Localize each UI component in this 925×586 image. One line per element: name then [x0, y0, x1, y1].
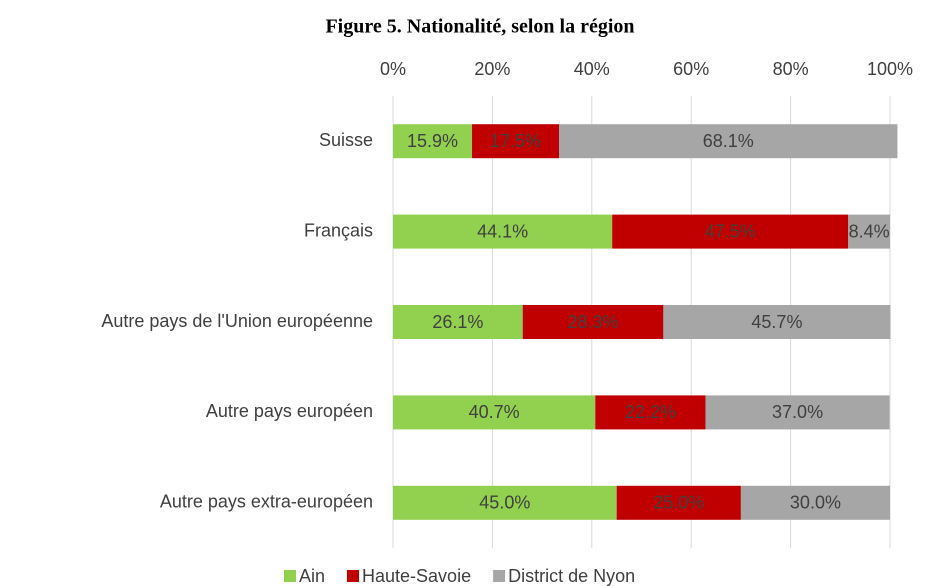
x-tick-label: 40%	[574, 59, 610, 79]
data-label: 26.1%	[432, 312, 483, 332]
bar-segment	[740, 485, 890, 520]
data-label: 25.0%	[653, 493, 704, 513]
y-tick-label: Autre pays extra-européen	[160, 492, 373, 512]
data-label: 40.7%	[469, 402, 520, 422]
y-tick-label: Suisse	[319, 130, 373, 150]
x-tick-label: 80%	[773, 59, 809, 79]
legend-swatch	[493, 570, 506, 582]
data-label: 8.4%	[849, 221, 890, 241]
data-label: 30.0%	[790, 493, 841, 513]
bar-segment	[393, 124, 473, 159]
data-label: 44.1%	[477, 221, 528, 241]
x-tick-label: 20%	[474, 59, 510, 79]
bar-segment	[393, 305, 523, 339]
bar-segment	[595, 395, 706, 430]
bar-segment	[705, 395, 890, 430]
legend-label: District de Nyon	[508, 566, 635, 586]
bar-segment	[663, 305, 891, 339]
bar-segment	[522, 305, 664, 339]
data-label: 47.5%	[705, 221, 756, 241]
data-label: 37.0%	[772, 402, 823, 422]
bar-segment	[848, 214, 890, 249]
x-tick-label: 60%	[673, 59, 709, 79]
data-label: 17.5%	[490, 131, 541, 151]
y-tick-label: Français	[304, 220, 373, 240]
y-tick-label: Autre pays de l'Union européenne	[101, 311, 373, 331]
bar-segment	[558, 124, 898, 159]
data-label: 28.3%	[568, 312, 619, 332]
data-label: 68.1%	[703, 131, 754, 151]
chart-title: Figure 5. Nationalité, selon la région	[325, 16, 634, 38]
bar-segment	[472, 124, 559, 159]
bar-segment	[393, 485, 617, 520]
legend-label: Ain	[299, 566, 325, 586]
legend-swatch	[347, 570, 360, 582]
data-label: 45.7%	[751, 312, 802, 332]
bar-segment	[393, 395, 596, 430]
x-tick-label: 0%	[380, 59, 406, 79]
data-label: 15.9%	[407, 131, 458, 151]
legend-swatch	[284, 570, 296, 582]
legend-label: Haute-Savoie	[362, 566, 471, 586]
data-label: 45.0%	[479, 493, 530, 513]
bar-segment	[393, 214, 613, 249]
y-tick-label: Autre pays européen	[206, 401, 373, 421]
bar-segment	[616, 485, 741, 520]
bar-segment	[612, 214, 849, 249]
x-tick-label: 100%	[867, 59, 913, 79]
data-label: 22.2%	[625, 402, 676, 422]
